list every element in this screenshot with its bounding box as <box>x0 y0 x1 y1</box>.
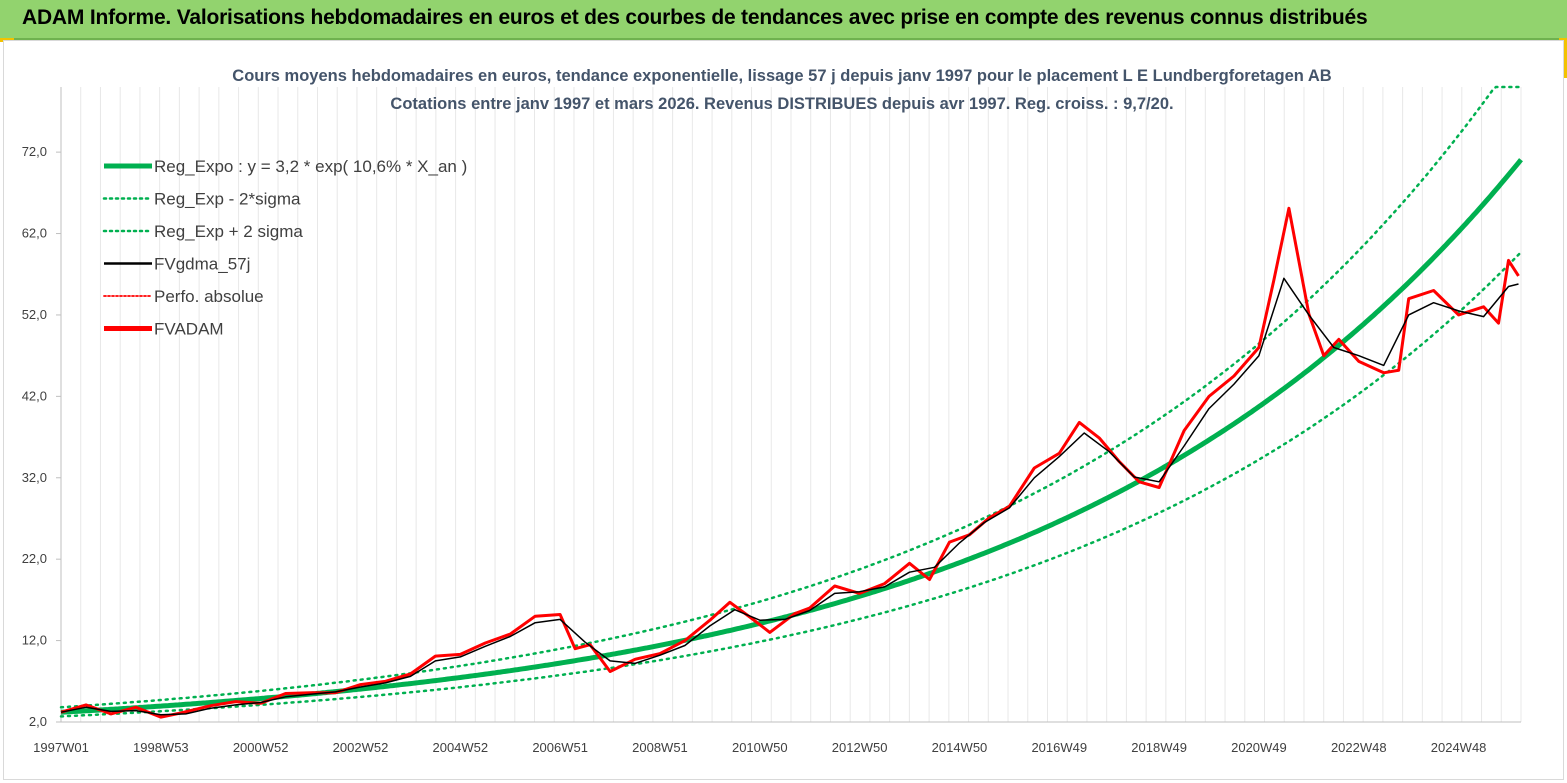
reg-plus-2sigma-line <box>59 85 1523 709</box>
x-tick-label: 2008W51 <box>632 740 688 755</box>
x-tick-label: 2012W50 <box>832 740 888 755</box>
fvadam-line <box>60 206 1520 719</box>
legend-reg-expo-label: Reg_Expo : y = 3,2 * exp( 10,6% * X_an ) <box>154 157 467 176</box>
chart-subtitle: Cotations entre janv 1997 et mars 2026. … <box>390 95 1173 113</box>
x-tick-label: 2014W50 <box>932 740 988 755</box>
x-tick-label: 2022W48 <box>1331 740 1387 755</box>
legend-fvadam-label: FVADAM <box>154 320 224 339</box>
x-tick-label: 2024W48 <box>1431 740 1487 755</box>
legend-fvgdma-label: FVgdma_57j <box>154 255 250 274</box>
report-banner: ADAM Informe. Valorisations hebdomadaire… <box>0 0 1567 40</box>
chart-title: Cours moyens hebdomadaires en euros, ten… <box>232 67 1331 85</box>
x-tick-label: 2000W52 <box>233 740 289 755</box>
x-tick-label: 2010W50 <box>732 740 788 755</box>
y-tick-label: 42,0 <box>22 388 47 403</box>
x-tick-label: 2020W49 <box>1231 740 1287 755</box>
y-tick-label: 62,0 <box>22 226 47 241</box>
y-tick-label: 2,0 <box>29 714 47 729</box>
legend-perfo-label: Perfo. absolue <box>154 287 264 306</box>
reg-minus-2sigma-line <box>59 250 1523 718</box>
x-tick-label: 2004W52 <box>432 740 488 755</box>
x-tick-label: 2002W52 <box>333 740 389 755</box>
y-tick-label: 22,0 <box>22 551 47 566</box>
x-tick-label: 2016W49 <box>1031 740 1087 755</box>
fvgdma-57j-line <box>60 277 1519 716</box>
y-tick-label: 12,0 <box>22 633 47 648</box>
x-tick-label: 2018W49 <box>1131 740 1187 755</box>
chart-area: 2,0 12,0 22,0 32,0 42,0 52,0 62,0 72,0 1997W01 19… <box>3 40 1564 780</box>
y-tick-label: 52,0 <box>22 307 47 322</box>
chart-svg: 2,0 12,0 22,0 32,0 42,0 52,0 62,0 72,0 1997W01 19… <box>22 67 1523 755</box>
x-tick-label: 1998W53 <box>133 740 189 755</box>
x-tick-label: 2006W51 <box>532 740 588 755</box>
y-tick-label: 32,0 <box>22 470 47 485</box>
y-tick-label: 72,0 <box>22 144 47 159</box>
legend-reg-minus-label: Reg_Exp - 2*sigma <box>154 190 301 209</box>
x-tick-label: 1997W01 <box>33 740 89 755</box>
report-title: ADAM Informe. Valorisations hebdomadaire… <box>22 6 1368 29</box>
legend-reg-plus-label: Reg_Exp + 2 sigma <box>154 222 303 241</box>
